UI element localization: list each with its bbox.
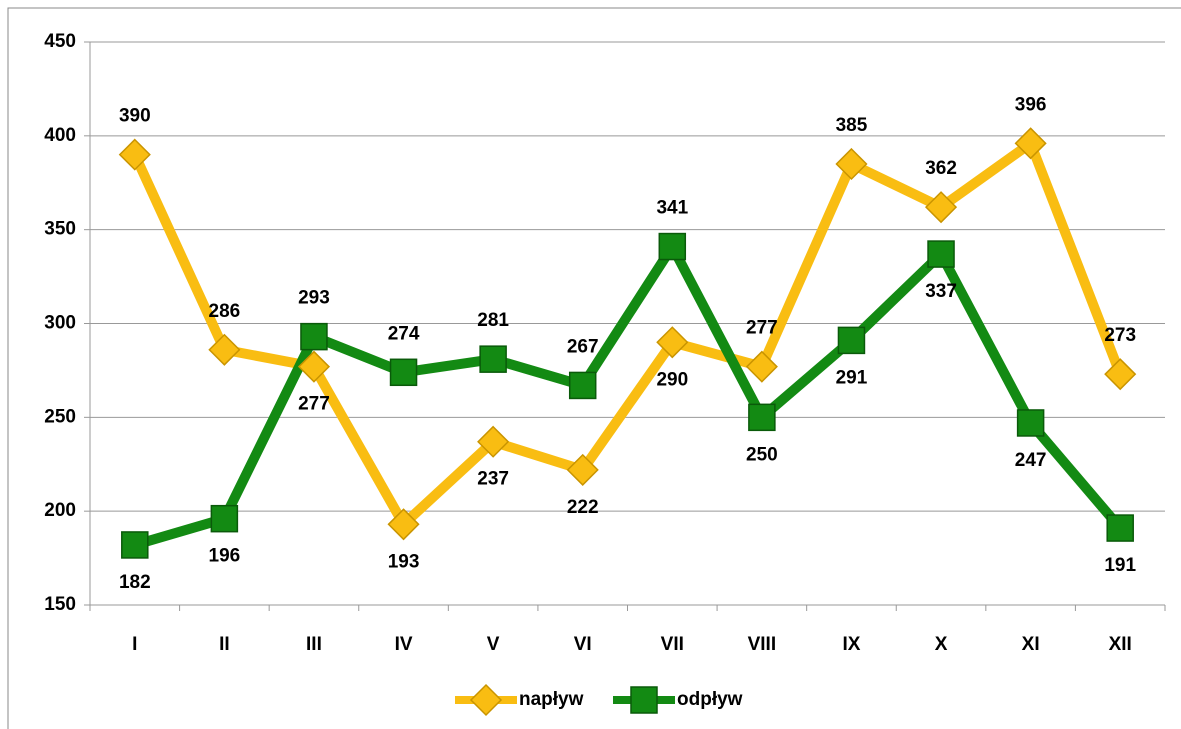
x-tick-label: VII bbox=[661, 634, 684, 655]
marker bbox=[300, 322, 328, 351]
x-tick-label: VIII bbox=[748, 634, 777, 655]
data-label: 250 bbox=[746, 444, 778, 465]
legend-label: odpływ bbox=[677, 689, 743, 710]
marker bbox=[748, 403, 776, 432]
data-label: 385 bbox=[836, 115, 868, 136]
marker bbox=[389, 358, 418, 387]
data-label: 277 bbox=[298, 394, 330, 415]
x-tick-label: IX bbox=[842, 634, 860, 655]
data-label: 237 bbox=[477, 469, 509, 490]
marker bbox=[297, 350, 331, 383]
marker bbox=[208, 333, 241, 366]
marker bbox=[477, 425, 510, 458]
marker bbox=[566, 453, 599, 486]
data-label: 277 bbox=[746, 318, 778, 339]
y-tick-label: 250 bbox=[44, 406, 76, 427]
marker bbox=[745, 350, 778, 383]
legend-item: odpływ bbox=[613, 686, 743, 714]
data-label: 281 bbox=[477, 310, 509, 331]
y-tick-label: 400 bbox=[44, 125, 76, 146]
legend-item: napływ bbox=[455, 683, 584, 717]
data-label: 274 bbox=[388, 323, 420, 344]
marker bbox=[121, 531, 149, 559]
data-label: 293 bbox=[298, 288, 330, 309]
series-line bbox=[133, 241, 1125, 550]
marker bbox=[210, 504, 239, 533]
data-label: 267 bbox=[567, 336, 599, 357]
marker bbox=[387, 508, 420, 541]
data-label: 273 bbox=[1104, 325, 1136, 346]
marker bbox=[835, 147, 868, 181]
x-tick-label: V bbox=[487, 634, 500, 655]
marker bbox=[479, 345, 507, 373]
x-tick-label: III bbox=[306, 634, 322, 655]
x-tick-label: X bbox=[935, 634, 948, 655]
data-label: 196 bbox=[209, 546, 241, 567]
data-label: 286 bbox=[209, 301, 241, 322]
data-label: 222 bbox=[567, 497, 599, 518]
marker bbox=[1104, 358, 1137, 391]
x-tick-label: VI bbox=[574, 634, 592, 655]
data-label: 390 bbox=[119, 106, 151, 127]
marker bbox=[1106, 514, 1134, 542]
data-label: 193 bbox=[388, 551, 420, 572]
marker bbox=[656, 326, 689, 359]
data-label: 362 bbox=[925, 158, 957, 179]
data-label: 341 bbox=[656, 198, 688, 219]
x-tick-label: I bbox=[132, 634, 137, 655]
y-tick-label: 200 bbox=[44, 500, 76, 521]
marker bbox=[118, 138, 151, 171]
marker bbox=[568, 371, 597, 400]
x-tick-label: II bbox=[219, 634, 230, 655]
data-label: 396 bbox=[1015, 94, 1047, 115]
marker bbox=[927, 240, 955, 268]
x-tick-label: XII bbox=[1109, 634, 1132, 655]
data-label: 247 bbox=[1015, 450, 1047, 471]
y-tick-label: 300 bbox=[44, 313, 76, 334]
x-tick-label: XI bbox=[1022, 634, 1040, 655]
data-label: 291 bbox=[836, 367, 868, 388]
marker bbox=[924, 191, 958, 224]
chart-border bbox=[7, 7, 1181, 729]
data-label: 182 bbox=[119, 572, 151, 593]
y-tick-label: 150 bbox=[44, 594, 76, 615]
marker bbox=[837, 326, 866, 355]
y-tick-label: 450 bbox=[44, 31, 76, 52]
data-label: 191 bbox=[1104, 555, 1136, 576]
legend-marker bbox=[469, 683, 503, 717]
series-line bbox=[130, 138, 1125, 530]
marker bbox=[1014, 127, 1047, 160]
marker bbox=[658, 232, 687, 261]
marker bbox=[1016, 409, 1045, 437]
data-label: 337 bbox=[925, 281, 957, 302]
legend-label: napływ bbox=[519, 689, 584, 710]
x-tick-label: IV bbox=[395, 634, 413, 655]
legend-marker bbox=[630, 686, 658, 714]
y-tick-label: 350 bbox=[44, 219, 76, 240]
data-label: 290 bbox=[656, 369, 688, 390]
